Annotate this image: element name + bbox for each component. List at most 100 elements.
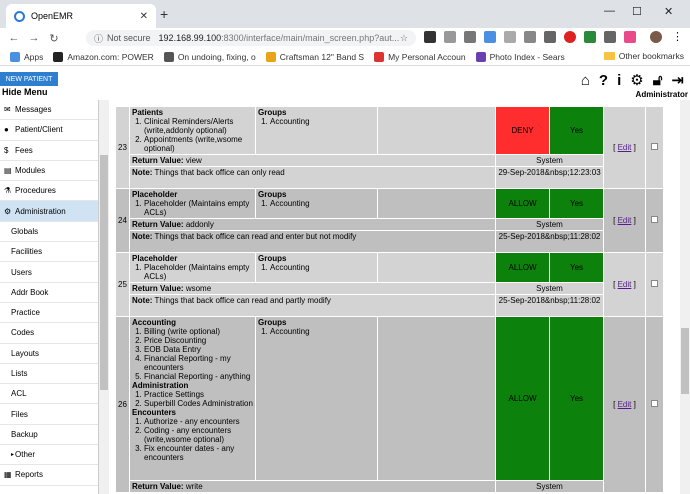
sidebar-sub-layouts[interactable]: Layouts — [0, 344, 98, 364]
new-patient-button[interactable]: NEW PATIENT — [0, 72, 58, 86]
browser-tabstrip: OpenEMR ✕ + — ☐ ✕ — [0, 0, 690, 28]
new-tab-icon[interactable]: + — [160, 6, 169, 22]
sidebar-sub-practice[interactable]: Practice — [0, 303, 98, 324]
acl-object-title: Placeholder — [132, 254, 178, 263]
return-label: Return Value: — [132, 156, 184, 165]
forward-icon[interactable]: → — [28, 32, 40, 44]
select-cell — [645, 188, 664, 253]
sidebar-sub-users[interactable]: Users — [0, 262, 98, 283]
return-value: Return Value: write — [129, 480, 496, 493]
sidebar-sub-facilities[interactable]: Facilities — [0, 242, 98, 263]
sidebar-item-fees[interactable]: $ Fees — [0, 141, 98, 161]
select-cell — [645, 106, 664, 189]
acl-item: Coding - any encounters (write,wsome opt… — [144, 426, 253, 444]
group-item: Accounting — [270, 199, 375, 208]
row-checkbox[interactable] — [651, 216, 658, 223]
sidebar-sub-lists[interactable]: Lists — [0, 364, 98, 385]
maximize-icon[interactable]: ☐ — [632, 6, 642, 18]
browser-tab[interactable]: OpenEMR ✕ — [6, 4, 156, 28]
hide-menu-link[interactable]: Hide Menu — [2, 87, 48, 97]
site-icon — [475, 51, 486, 62]
main-scrollbar[interactable] — [680, 100, 690, 494]
group-item: Accounting — [270, 117, 375, 126]
extension-icon[interactable] — [524, 31, 536, 43]
sidebar-item-administration[interactable]: ⚙ Administration — [0, 201, 98, 222]
edit-link[interactable]: Edit — [617, 280, 632, 289]
extension-icon[interactable] — [584, 31, 596, 43]
sidebar-sub-other[interactable]: ▸ Other — [0, 445, 98, 466]
extension-icon[interactable] — [564, 31, 576, 43]
bookmark-photo-index[interactable]: Photo Index - Sears — [475, 51, 565, 62]
user-name: Administrator — [635, 90, 688, 99]
note-label: Note: — [132, 296, 153, 305]
acl-row-26-return: Return Value: write System — [115, 480, 664, 493]
extension-icon[interactable] — [604, 31, 616, 43]
help-icon[interactable]: ? — [598, 71, 609, 89]
acl-object-list: Placeholder (Maintains empty ACLs) — [132, 199, 253, 217]
extension-icon[interactable] — [624, 31, 636, 43]
scrollbar-thumb[interactable] — [681, 328, 689, 394]
home-icon[interactable]: ⌂ — [580, 71, 590, 89]
sidebar-sub-acl[interactable]: ACL — [0, 384, 98, 405]
extension-icon[interactable] — [424, 31, 436, 43]
sidebar-item-modules[interactable]: ▤ Modules — [0, 161, 98, 182]
row-checkbox[interactable] — [651, 143, 658, 150]
back-icon[interactable]: ← — [8, 32, 20, 44]
acl-object-list: Placeholder (Maintains empty ACLs) — [132, 263, 253, 281]
reports-icon: ▦ — [4, 470, 12, 480]
extension-icon[interactable] — [444, 31, 456, 43]
sidebar-sub-backup[interactable]: Backup — [0, 425, 98, 446]
minimize-icon[interactable]: — — [604, 5, 615, 17]
acl-main-panel: 23 Patients Clinical Reminders/Alerts (w… — [110, 100, 680, 494]
info-icon[interactable]: i — [617, 71, 622, 89]
bookmark-amazon[interactable]: Amazon.com: POWER — [53, 51, 154, 62]
amazon-icon — [53, 51, 64, 62]
browser-menu-icon[interactable]: ⋮ — [672, 31, 683, 43]
openemr-favicon-icon — [14, 10, 25, 22]
bookmark-personal-account[interactable]: My Personal Accoun — [374, 51, 466, 62]
window-close-icon[interactable]: ✕ — [664, 6, 674, 18]
bookmark-apps[interactable]: Apps — [10, 51, 43, 62]
extension-icon[interactable] — [464, 31, 476, 43]
extension-icon[interactable] — [544, 31, 556, 43]
edit-link[interactable]: Edit — [617, 400, 632, 409]
sidebar-item-reports[interactable]: ▦ Reports — [0, 465, 98, 486]
reload-icon[interactable]: ↻ — [49, 32, 59, 45]
extension-icon[interactable] — [484, 31, 496, 43]
status-deny: DENY — [495, 106, 550, 155]
sidebar-item-procedures[interactable]: ⚗ Procedures — [0, 181, 98, 202]
other-bookmarks[interactable]: Other bookmarks — [603, 51, 684, 61]
scrollbar-thumb[interactable] — [100, 155, 108, 390]
acl-row-26: 26 Accounting Billing (write optional) P… — [115, 316, 664, 493]
groups-label: Groups — [258, 254, 287, 263]
site-icon — [374, 51, 385, 62]
return-value: Return Value: wsome — [129, 282, 496, 295]
settings-gear-icon[interactable]: ⚙ — [630, 72, 644, 89]
sidebar-item-messages[interactable]: ✉ Messages — [0, 100, 98, 121]
bookmark-star-icon[interactable]: ☆ — [399, 32, 408, 43]
acl-object-list: Authorize - any encounters Coding - any … — [132, 417, 253, 462]
sidebar-scrollbar[interactable] — [99, 100, 109, 494]
lock-icon[interactable]: 🔓︎ — [652, 71, 663, 89]
bookmark-undoing[interactable]: On undoing, fixing, o — [163, 51, 256, 62]
sidebar-sub-globals[interactable]: Globals — [0, 222, 98, 243]
sidebar-sub-codes[interactable]: Codes — [0, 323, 98, 344]
row-checkbox[interactable] — [651, 400, 658, 407]
edit-link[interactable]: Edit — [617, 216, 632, 225]
select-cell — [645, 316, 664, 493]
edit-cell: [ Edit ] — [603, 106, 646, 189]
profile-avatar[interactable] — [650, 31, 662, 43]
acl-section-title: Administration — [132, 381, 189, 390]
row-checkbox[interactable] — [651, 280, 658, 287]
edit-link[interactable]: Edit — [617, 143, 632, 152]
logout-icon[interactable]: ⇥ — [671, 72, 684, 89]
extension-icon[interactable] — [504, 31, 516, 43]
sidebar-sub-addr-book[interactable]: Addr Book — [0, 283, 98, 303]
bookmark-craftsman[interactable]: Craftsman 12" Band S — [265, 51, 364, 62]
tab-close-icon[interactable]: ✕ — [139, 10, 148, 22]
sidebar-sub-files[interactable]: Files — [0, 404, 98, 425]
address-bar[interactable]: ⓘ Not secure 192.168.99.100 :8300/interf… — [86, 30, 416, 46]
sidebar-item-patient-client[interactable]: ● Patient/Client — [0, 120, 98, 141]
browser-toolbar: ← → ↻ ⓘ Not secure 192.168.99.100 :8300/… — [0, 28, 690, 48]
acl-row-23: 23 Patients Clinical Reminders/Alerts (w… — [115, 106, 664, 189]
